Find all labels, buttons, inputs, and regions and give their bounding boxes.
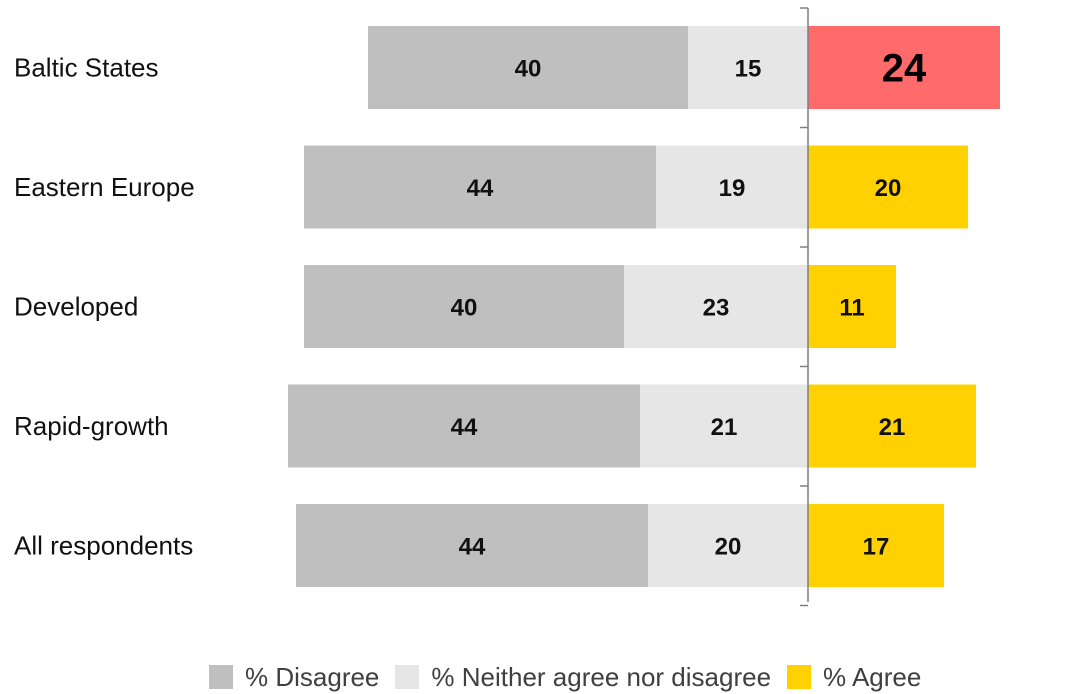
value-label-disagree-baltic-states: 40 [515, 56, 542, 83]
value-label-agree-baltic-states: 24 [882, 47, 927, 91]
value-label-disagree-rapid-growth: 44 [451, 414, 478, 441]
bar-disagree-eastern-europe [304, 145, 656, 229]
bar-neither-rapid-growth [640, 384, 808, 468]
bar-neither-eastern-europe [656, 145, 808, 229]
value-label-neither-eastern-europe: 19 [719, 175, 746, 202]
legend-swatch-neither [395, 665, 420, 689]
bar-agree-baltic-states [808, 26, 1000, 109]
category-label-eastern-europe: Eastern Europe [14, 172, 195, 202]
value-label-neither-rapid-growth: 21 [711, 414, 738, 441]
bar-disagree-baltic-states [368, 26, 688, 109]
bar-neither-baltic-states [688, 26, 808, 109]
value-label-disagree-developed: 40 [451, 295, 478, 322]
bar-disagree-developed [304, 265, 624, 348]
legend-label-neither: % Neither agree nor disagree [431, 661, 772, 692]
bar-agree-rapid-growth [808, 384, 976, 468]
category-label-developed: Developed [14, 292, 138, 322]
legend-swatch-disagree [209, 665, 233, 689]
value-label-neither-all-respondents: 20 [715, 534, 742, 561]
legend: % Disagree % Neither agree nor disagree … [209, 660, 921, 694]
bar-neither-developed [624, 265, 808, 348]
category-label-all-respondents: All respondents [14, 531, 193, 561]
value-label-neither-developed: 23 [703, 295, 730, 322]
bar-agree-all-respondents [808, 504, 944, 587]
legend-swatch-agree [787, 665, 812, 689]
value-label-agree-eastern-europe: 20 [875, 175, 902, 202]
legend-label-disagree: % Disagree [245, 661, 380, 692]
legend-label-agree: % Agree [823, 661, 922, 692]
value-label-agree-all-respondents: 17 [863, 534, 890, 561]
bar-agree-eastern-europe [808, 145, 968, 229]
bar-agree-developed [808, 265, 896, 348]
legend-item-agree: % Agree [787, 662, 921, 693]
bar-disagree-rapid-growth [288, 384, 640, 468]
value-label-agree-rapid-growth: 21 [879, 414, 906, 441]
value-label-disagree-all-respondents: 44 [459, 534, 486, 561]
category-label-rapid-growth: Rapid-growth [14, 411, 169, 441]
category-label-baltic-states: Baltic States [14, 53, 159, 83]
value-label-agree-developed: 11 [839, 295, 864, 322]
value-label-neither-baltic-states: 15 [735, 56, 762, 83]
bar-neither-all-respondents [648, 504, 808, 587]
bar-disagree-all-respondents [296, 504, 648, 587]
legend-item-disagree: % Disagree [209, 662, 379, 693]
value-label-disagree-eastern-europe: 44 [467, 175, 494, 202]
legend-item-neither: % Neither agree nor disagree [395, 662, 771, 693]
